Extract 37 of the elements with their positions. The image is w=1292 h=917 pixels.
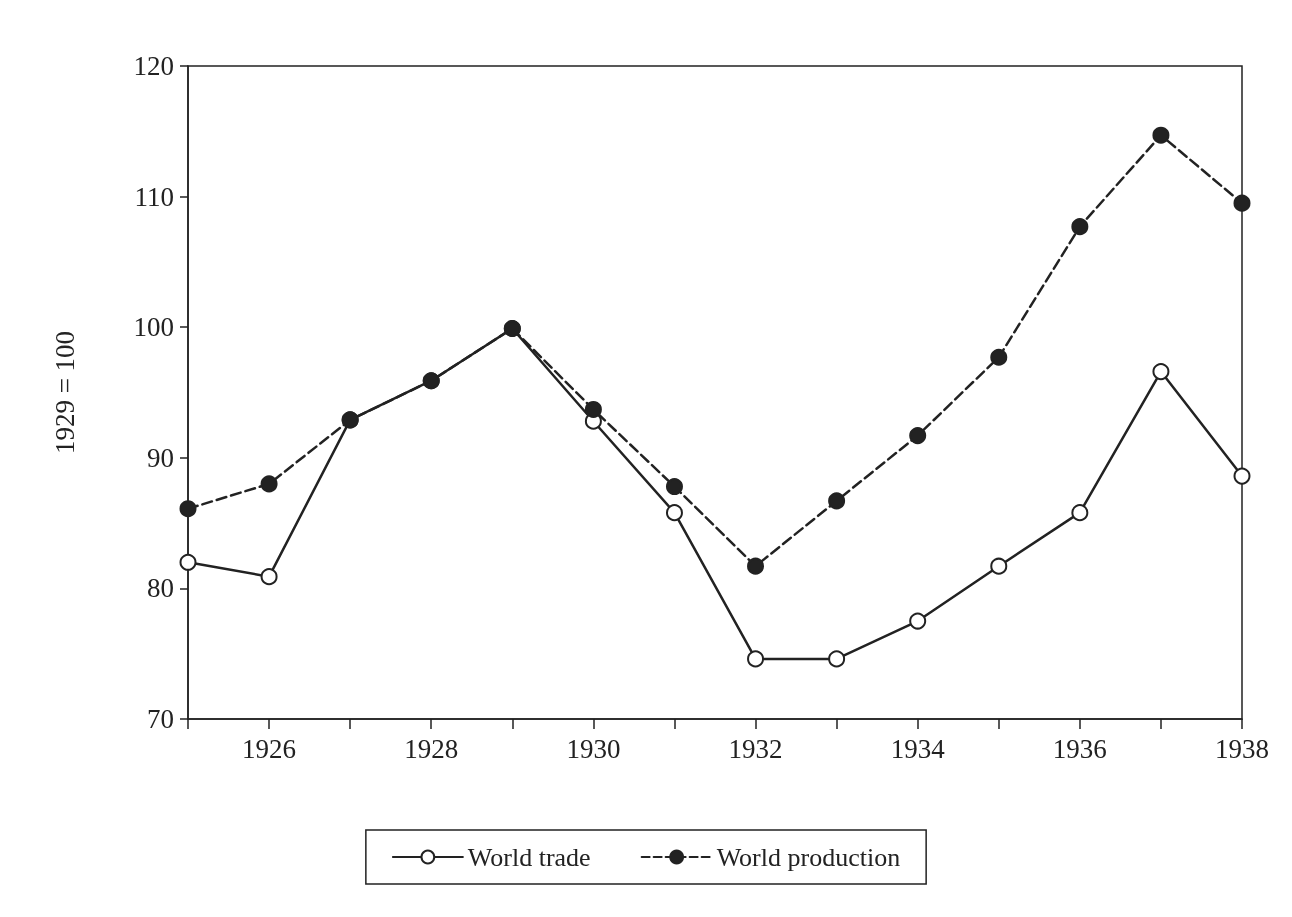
point xyxy=(828,492,846,510)
x-tick-label: 1926 xyxy=(242,733,297,764)
y-tick-label: 110 xyxy=(134,181,174,212)
x-tick-label: 1934 xyxy=(890,733,946,764)
point xyxy=(179,553,197,571)
point xyxy=(1152,363,1170,381)
point xyxy=(1071,218,1089,236)
point xyxy=(179,500,197,518)
point xyxy=(1071,504,1089,522)
point xyxy=(909,612,927,630)
y-tick-label: 90 xyxy=(147,442,174,473)
point xyxy=(828,650,846,668)
point xyxy=(260,568,278,586)
point xyxy=(747,557,765,575)
x-tick-label: 1932 xyxy=(728,733,783,764)
x-tick-label: 1936 xyxy=(1052,733,1107,764)
point xyxy=(909,427,927,445)
legend-label: World trade xyxy=(467,842,591,872)
y-axis-title: 1929 = 100 xyxy=(49,330,80,455)
x-tick-label: 1930 xyxy=(566,733,621,764)
point xyxy=(1233,467,1251,485)
y-tick-label: 120 xyxy=(133,51,174,81)
point xyxy=(990,557,1008,575)
y-tick-label: 100 xyxy=(133,312,174,343)
point xyxy=(665,478,683,496)
point xyxy=(260,475,278,493)
point xyxy=(747,650,765,668)
point xyxy=(990,348,1008,366)
x-tick-label: 1928 xyxy=(404,733,459,764)
y-tick-label: 70 xyxy=(147,704,174,734)
point xyxy=(665,504,683,522)
point xyxy=(584,400,602,418)
point xyxy=(1152,126,1170,144)
point xyxy=(1233,194,1251,212)
legend-label: World production xyxy=(716,842,901,872)
y-tick-label: 80 xyxy=(147,573,174,604)
x-tick-label: 1938 xyxy=(1215,733,1269,764)
